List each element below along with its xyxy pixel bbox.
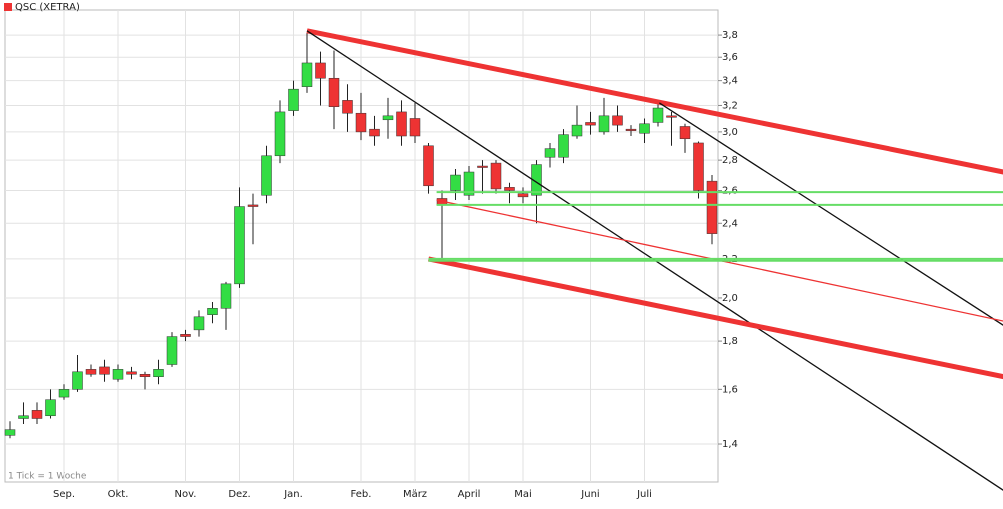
candle-body xyxy=(585,122,596,126)
candle-body xyxy=(126,371,137,375)
candle-body xyxy=(544,148,556,158)
trend-line xyxy=(306,28,1003,175)
candles xyxy=(4,32,718,439)
x-tick-label: Mai xyxy=(514,489,532,500)
candle-body xyxy=(652,107,664,123)
candle-body xyxy=(679,126,691,140)
candle-body xyxy=(531,164,542,196)
candle-body xyxy=(450,174,461,191)
candle-body xyxy=(598,115,610,133)
y-tick-label: 3,4 xyxy=(722,76,738,87)
x-tick-label: Jan. xyxy=(283,489,303,500)
y-tick-label: 2,4 xyxy=(722,218,738,229)
candle-body xyxy=(571,124,583,137)
candle-body xyxy=(517,193,529,198)
y-tick-label: 1,6 xyxy=(722,384,738,395)
x-tick-label: Dez. xyxy=(228,489,250,500)
candle-body xyxy=(18,415,29,419)
y-tick-label: 3,6 xyxy=(722,52,738,63)
y-tick-label: 2,0 xyxy=(722,293,738,304)
y-tick-label: 2,8 xyxy=(722,155,738,166)
candle-body xyxy=(166,336,178,365)
candle-body xyxy=(288,88,299,111)
y-tick-label: 2,6 xyxy=(722,185,738,196)
candle-body xyxy=(4,429,16,436)
candle-body xyxy=(342,100,353,114)
y-tick-label: 3,2 xyxy=(722,100,738,111)
candle-body xyxy=(274,111,286,157)
x-tick-label: März xyxy=(403,489,427,500)
y-tick-label: 3,0 xyxy=(722,127,738,138)
candle-body xyxy=(234,206,245,285)
candle-body xyxy=(612,115,623,126)
candle-body xyxy=(706,180,718,234)
candle-body xyxy=(153,369,164,377)
y-tick-label: 1,4 xyxy=(722,439,738,450)
candle-body xyxy=(315,62,326,79)
candle-body xyxy=(261,155,272,196)
candle-body xyxy=(558,134,569,158)
trend-line xyxy=(427,256,1003,380)
candle-body xyxy=(139,374,151,377)
candle-body xyxy=(72,371,83,390)
candle-body xyxy=(666,115,677,118)
candle-body xyxy=(193,316,205,331)
y-tick-label: 3,8 xyxy=(722,30,738,41)
candle-body xyxy=(396,111,407,137)
candle-body xyxy=(423,145,434,187)
candle-body xyxy=(85,369,97,375)
candle-body xyxy=(247,204,259,207)
candle-body xyxy=(180,334,191,337)
x-tick-label: Okt. xyxy=(108,489,129,500)
candle-body xyxy=(463,171,475,196)
note: 1 Tick = 1 Woche xyxy=(8,472,87,482)
x-tick-label: Nov. xyxy=(175,489,197,500)
candle-body xyxy=(207,308,218,315)
candle-body xyxy=(490,162,502,190)
y-tick-label: 1,8 xyxy=(722,336,738,347)
candle-body xyxy=(369,128,380,137)
x-tick-label: April xyxy=(458,489,481,500)
candle-body xyxy=(58,389,70,398)
x-tick-label: Juni xyxy=(580,489,599,500)
candle-body xyxy=(31,410,43,419)
candle-body xyxy=(382,115,394,121)
candle-body xyxy=(477,165,488,168)
legend-swatch xyxy=(4,3,12,11)
candle-body xyxy=(99,366,110,375)
x-tick-label: Sep. xyxy=(53,489,75,500)
candle-body xyxy=(504,187,515,191)
candle-body xyxy=(328,77,340,107)
candle-body xyxy=(355,112,367,133)
trend-line xyxy=(658,102,1003,326)
x-tick-label: Juli xyxy=(636,489,652,500)
x-tick-label: Feb. xyxy=(351,489,372,500)
candle-body xyxy=(301,62,313,87)
candle-body xyxy=(220,283,232,309)
legend-label: QSC (XETRA) xyxy=(15,2,80,13)
candle-body xyxy=(625,128,637,131)
candle-body xyxy=(112,369,124,380)
candle-body xyxy=(639,123,650,134)
candle-body xyxy=(409,118,421,137)
candle-body xyxy=(693,142,704,191)
candle-body xyxy=(45,399,56,417)
